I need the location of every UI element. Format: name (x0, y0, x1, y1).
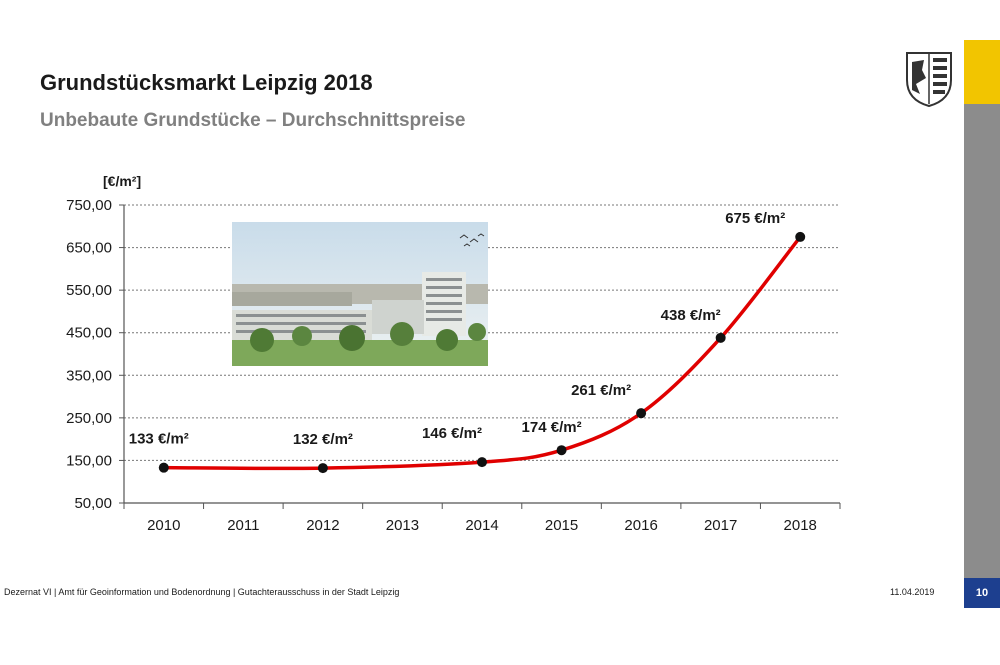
data-point (795, 231, 806, 242)
data-label: 174 €/m² (522, 419, 582, 436)
page-number: 10 (964, 578, 1000, 608)
x-tick-label: 2012 (306, 517, 339, 534)
data-point (158, 462, 169, 473)
y-tick-label: 350,00 (66, 367, 112, 384)
building-photo (232, 222, 488, 366)
y-axis-label: [€/m²] (103, 173, 141, 189)
page-title: Grundstücksmarkt Leipzig 2018 (40, 70, 373, 95)
data-label: 133 €/m² (129, 431, 189, 448)
y-tick-label: 750,00 (66, 197, 112, 214)
data-label: 146 €/m² (422, 425, 482, 442)
x-tick-label: 2016 (624, 517, 657, 534)
y-tick-label: 550,00 (66, 282, 112, 299)
x-tick-label: 2014 (465, 517, 498, 534)
data-label: 261 €/m² (571, 382, 631, 399)
x-tick-label: 2010 (147, 517, 180, 534)
data-point (556, 445, 567, 456)
price-line-chart: [€/m²] 50,00 150,00 250,00 350,00 450,00 550,… (66, 173, 841, 534)
footer-text: Dezernat VI | Amt für Geoinformation und… (4, 587, 400, 597)
page-subtitle: Unbebaute Grundstücke – Durchschnittspre… (40, 110, 466, 131)
data-label: 438 €/m² (661, 307, 721, 324)
leipzig-coat-of-arms-icon (906, 52, 952, 108)
accent-bar-grey (964, 104, 1000, 578)
accent-bar-yellow (964, 40, 1000, 104)
y-tick-label: 250,00 (66, 410, 112, 427)
x-tick-label: 2011 (227, 517, 259, 534)
x-tick-label: 2017 (704, 517, 737, 534)
x-tick-label: 2013 (386, 517, 419, 534)
data-label: 132 €/m² (293, 431, 353, 448)
data-label: 675 €/m² (725, 210, 785, 227)
y-tick-label: 50,00 (74, 495, 112, 512)
x-tick-label: 2018 (784, 517, 817, 534)
data-point (317, 463, 328, 474)
y-tick-label: 150,00 (66, 452, 112, 469)
data-point (636, 408, 647, 419)
y-tick-label: 650,00 (66, 240, 112, 257)
data-point (477, 457, 487, 468)
y-tick-label: 450,00 (66, 325, 112, 342)
data-point (715, 332, 726, 343)
x-tick-label: 2015 (545, 517, 578, 534)
footer-date: 11.04.2019 (890, 587, 935, 597)
